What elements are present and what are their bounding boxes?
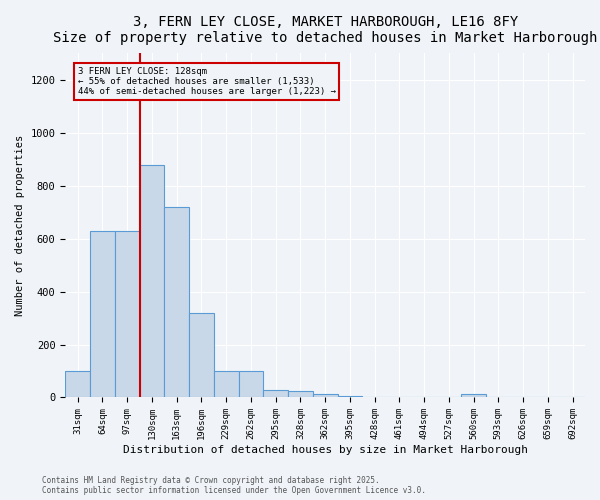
Bar (189, 313, 214, 398)
Bar (65, 371, 90, 398)
Bar (115, 230, 140, 398)
Text: 3 FERN LEY CLOSE: 128sqm
← 55% of detached houses are smaller (1,533)
44% of sem: 3 FERN LEY CLOSE: 128sqm ← 55% of detach… (77, 66, 335, 96)
Y-axis label: Number of detached properties: Number of detached properties (15, 135, 25, 316)
Bar (313, 394, 338, 398)
Bar (338, 396, 362, 398)
Bar (239, 371, 263, 398)
Bar (90, 230, 115, 398)
Bar (461, 394, 486, 398)
Bar (214, 371, 239, 398)
Bar (140, 164, 164, 398)
X-axis label: Distribution of detached houses by size in Market Harborough: Distribution of detached houses by size … (122, 445, 527, 455)
Bar (263, 390, 288, 398)
Title: 3, FERN LEY CLOSE, MARKET HARBOROUGH, LE16 8FY
Size of property relative to deta: 3, FERN LEY CLOSE, MARKET HARBOROUGH, LE… (53, 15, 598, 45)
Bar (164, 207, 189, 398)
Text: Contains HM Land Registry data © Crown copyright and database right 2025.
Contai: Contains HM Land Registry data © Crown c… (42, 476, 426, 495)
Bar (288, 391, 313, 398)
